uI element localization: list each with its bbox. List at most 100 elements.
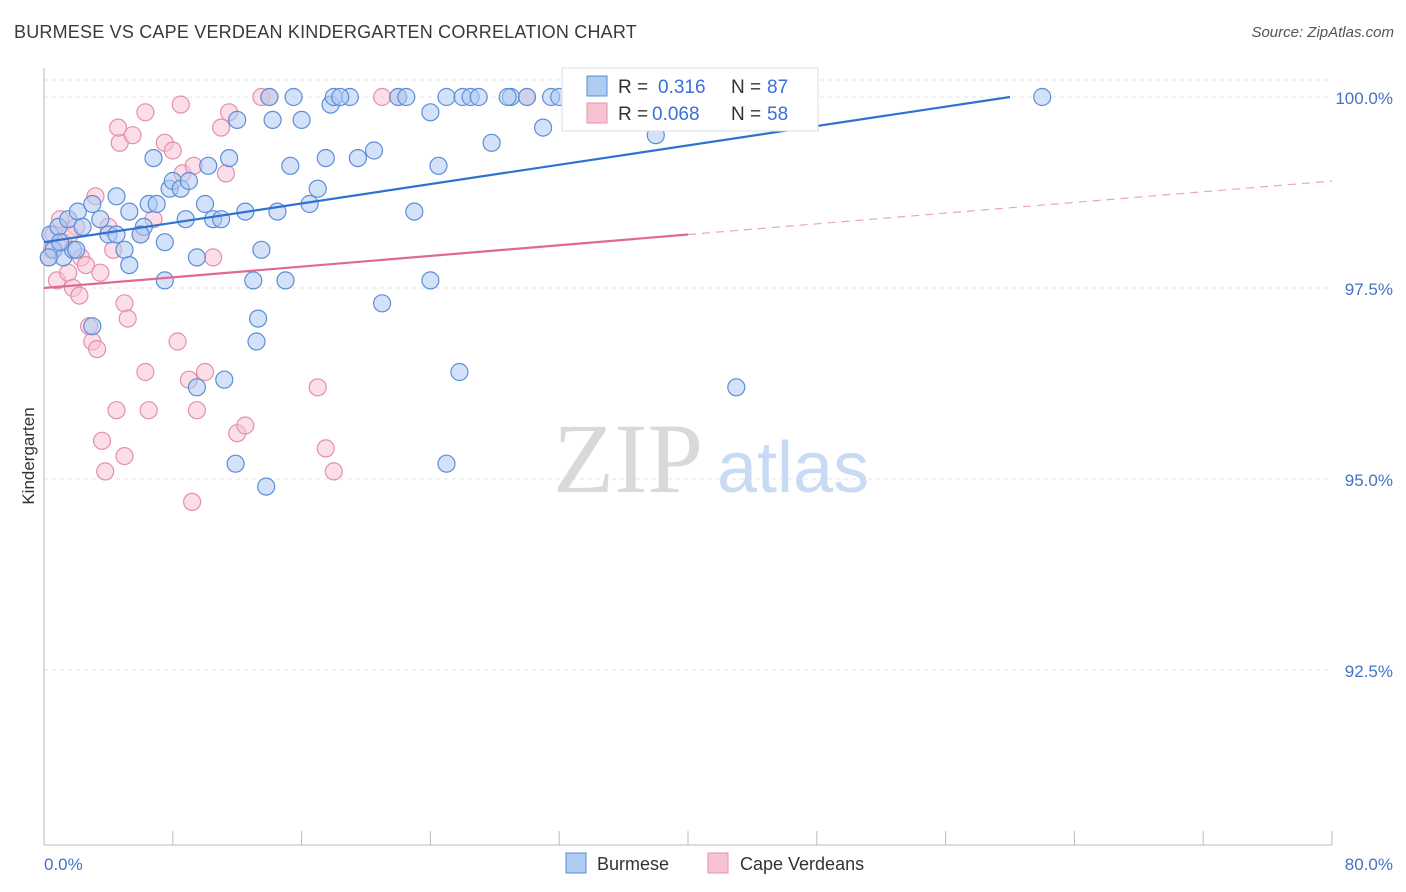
burmese-point-77 [155,271,174,290]
burmese-point-14 [120,202,139,221]
stats-legend-swatch-cape [586,102,608,124]
burmese-point-55 [437,87,456,107]
cape-verdeans-point-54 [108,118,128,137]
cape-verdeans-point-26 [168,332,187,351]
stats-legend-swatch-burmese [586,75,608,97]
cape-verdeans-point-50 [70,286,89,305]
burmese-point-52 [405,202,424,221]
watermark-zip: ZIP [553,403,703,514]
cape-verdeans-trend-line [43,233,689,290]
cape-verdeans-point-40 [316,439,335,458]
cape-verdeans-point-41 [324,462,343,481]
cape-verdeans-point-32 [204,248,223,267]
burmese-point-37 [276,271,295,290]
burmese-point-48 [364,141,384,160]
burmese-point-86 [263,110,282,130]
cape-verdeans-point-25 [163,141,182,160]
stats-legend: R = 0.316 N = 87 R = 0.068 N = 58 [561,67,819,132]
burmese-point-47 [348,149,367,168]
burmese-point-34 [252,240,271,259]
chart-title: BURMESE VS CAPE VERDEAN KINDERGARTEN COR… [14,22,637,42]
burmese-point-85 [498,87,517,107]
burmese-point-39 [284,87,303,107]
burmese-point-17 [144,149,163,168]
stats-legend-r-label-burmese: R = [618,77,648,98]
cape-verdeans-point-53 [87,340,107,359]
burmese-trend-line [43,95,1011,244]
cape-verdeans-points [39,87,537,511]
burmese-point-18 [147,194,166,214]
cape-verdeans-point-47 [92,431,112,450]
burmese-point-66 [727,378,746,397]
cape-verdeans-trend-extension [687,180,1333,236]
burmese-point-72 [226,454,245,473]
cape-verdeans-point-9 [76,256,96,275]
burmese-point-81 [50,233,70,252]
burmese-point-33 [244,271,263,290]
x-tick-label-min: 0.0% [44,855,83,874]
stats-legend-r-value-cape: 0.068 [652,104,700,125]
burmese-point-13 [120,256,139,275]
cape-verdeans-point-55 [216,164,235,183]
burmese-point-7 [73,217,92,236]
burmese-point-71 [187,378,206,397]
burmese-point-79 [107,225,126,244]
stats-legend-n-value-cape: 58 [767,104,788,125]
burmese-point-74 [437,454,456,473]
series-legend-label-burmese: Burmese [597,854,669,874]
cape-verdeans-point-45 [183,492,202,511]
burmese-point-43 [316,149,335,168]
series-legend: Burmese Cape Verdeans [565,852,864,874]
burmese-point-40 [292,110,311,130]
cape-verdeans-point-18 [115,294,134,313]
watermark-atlas: atlas [717,428,869,508]
y-tick-labels: 92.5% 95.0% 97.5% 100.0% [1335,89,1393,681]
burmese-point-73 [257,477,276,496]
cape-verdeans-point-20 [123,126,142,145]
burmese-point-69 [247,332,266,351]
burmese-point-75 [450,362,469,382]
burmese-point-83 [67,240,86,259]
burmese-point-38 [281,156,300,175]
stats-legend-r-label-cape: R = [618,104,648,125]
cape-verdeans-point-5 [59,263,78,282]
burmese-point-29 [212,210,231,229]
cape-verdeans-point-13 [91,263,110,282]
burmese-point-49 [373,294,392,313]
burmese-points [39,87,1052,496]
cape-verdeans-point-42 [373,87,392,107]
cape-verdeans-point-30 [187,401,206,420]
series-legend-label-cape: Cape Verdeans [740,854,864,874]
y-tick-label-3: 100.0% [1335,89,1393,108]
burmese-point-68 [249,309,268,328]
burmese-point-25 [187,248,206,267]
cape-verdeans-point-19 [118,309,137,328]
stats-legend-n-label-cape: N = [731,104,761,125]
burmese-point-42 [308,179,327,198]
y-tick-label-1: 95.0% [1345,471,1393,490]
burmese-point-35 [260,87,279,107]
x-tick-label-max: 80.0% [1345,855,1393,874]
y-axis-title: Kindergarten [19,407,38,504]
burmese-point-58 [469,87,488,107]
cape-verdeans-point-23 [139,401,158,420]
burmese-point-11 [107,187,126,206]
cape-verdeans-point-31 [195,362,215,382]
stats-legend-n-value-burmese: 87 [767,77,788,98]
trend-lines [43,95,1333,290]
burmese-point-8 [83,194,102,214]
burmese-point-26 [195,194,215,214]
cape-verdeans-point-46 [115,447,134,466]
grid-lines [44,79,1332,671]
axes [43,68,1333,846]
stats-legend-r-value-burmese: 0.316 [658,77,706,98]
burmese-point-61 [517,87,537,107]
series-legend-swatch-cape [707,852,729,874]
burmese-point-67 [1033,87,1052,107]
burmese-point-62 [533,118,553,137]
y-tick-label-0: 92.5% [1345,662,1393,681]
burmese-point-27 [199,156,218,175]
cape-verdeans-point-36 [236,416,255,435]
burmese-point-59 [482,133,501,152]
burmese-point-84 [331,87,350,107]
